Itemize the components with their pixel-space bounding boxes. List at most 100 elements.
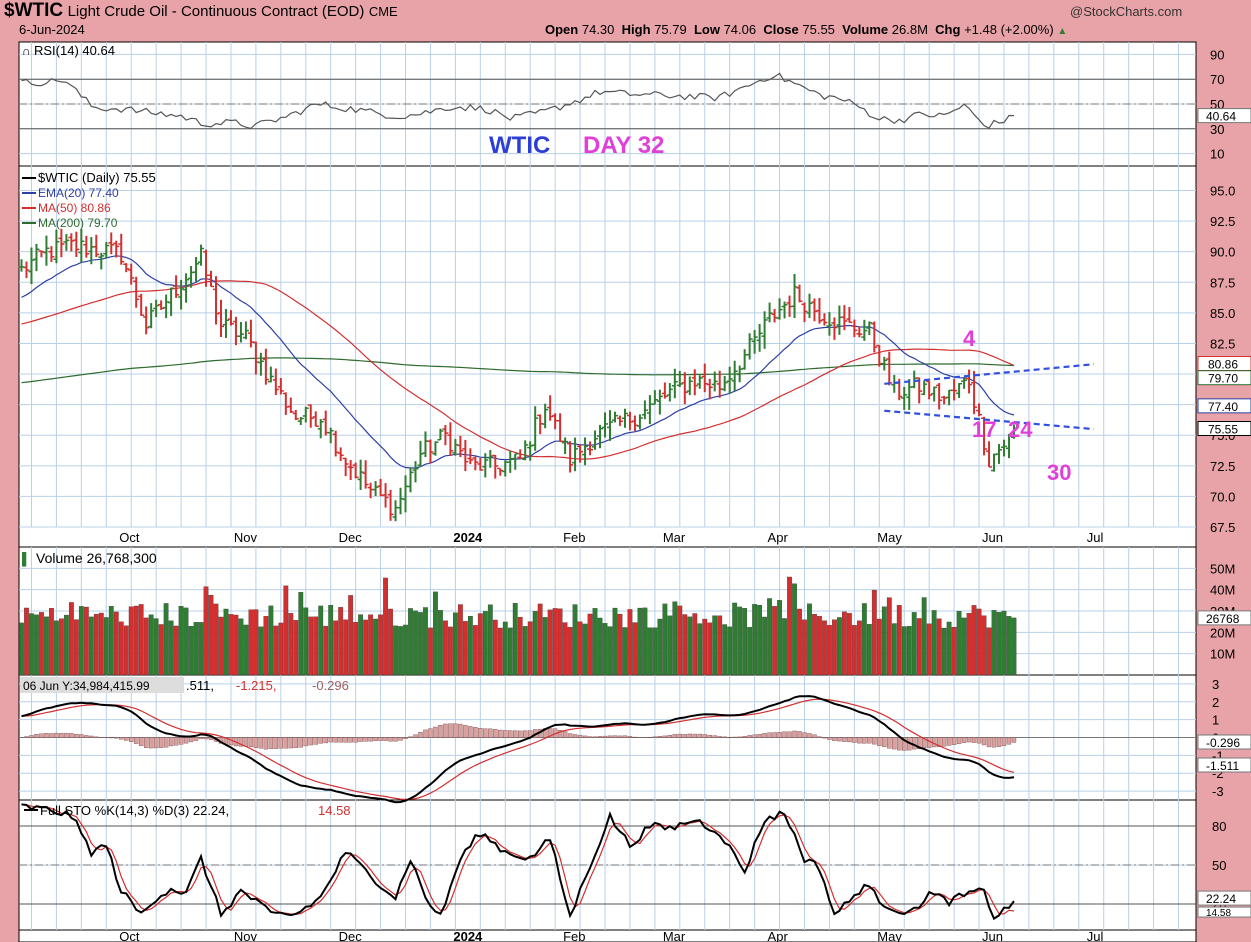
volume-bar	[487, 604, 493, 676]
open-value: 74.30	[581, 22, 615, 37]
macd-histogram-bar	[303, 737, 308, 747]
y-tick-label: 3	[1212, 677, 1219, 692]
y-tick-label: 90.0	[1210, 245, 1235, 260]
volume-bar	[822, 620, 827, 676]
volume-bar	[457, 604, 463, 676]
macd-histogram-bar	[318, 737, 323, 744]
price-bar	[971, 370, 978, 415]
macd-histogram-bar	[173, 737, 179, 746]
volume-bar	[428, 627, 433, 676]
macd-histogram-bar	[478, 728, 483, 738]
price-bar	[482, 453, 489, 478]
macd-histogram-bar	[423, 729, 428, 738]
price-bar	[297, 417, 304, 425]
macd-histogram-bar	[577, 735, 583, 738]
x-tick-label: 2024	[453, 929, 483, 942]
macd-histogram-bar	[243, 737, 249, 747]
price-bar	[641, 400, 648, 420]
macd-histogram-bar	[363, 737, 368, 742]
price-bar	[53, 229, 60, 264]
volume-bar	[178, 606, 184, 676]
price-bar	[1000, 439, 1007, 457]
macd-histogram-bar	[368, 737, 373, 742]
close-value: 75.55	[802, 22, 835, 37]
macd-histogram-bar	[198, 737, 204, 740]
macd-histogram-bar	[822, 737, 827, 739]
volume-bar	[682, 614, 688, 676]
volume-bar	[29, 613, 34, 676]
price-bar	[616, 415, 623, 426]
price-bar	[866, 321, 873, 336]
macd-histogram-bar	[114, 737, 119, 739]
price-bar	[23, 261, 30, 279]
macd-histogram-bar	[657, 736, 663, 738]
macd-histogram-bar	[338, 737, 343, 743]
macd-histogram-bar	[677, 733, 683, 738]
macd-histogram-bar	[44, 733, 49, 738]
volume-bar	[727, 626, 733, 676]
volume-bar	[832, 619, 837, 676]
macd-histogram-bar	[702, 734, 707, 738]
volume-bar	[532, 611, 538, 676]
volume-bar	[737, 606, 743, 676]
price-bar	[592, 430, 599, 450]
macd-hist-tag-label: -0.296	[1206, 736, 1240, 750]
macd-histogram-bar	[64, 732, 69, 738]
volume-bar	[557, 608, 563, 676]
volume-bar	[83, 606, 89, 676]
sto-title: Full STO %K(14,3) %D(3) 22.24,	[40, 803, 229, 818]
macd-histogram-bar	[787, 731, 792, 738]
volume-bar	[677, 605, 683, 676]
macd-histogram-bar	[523, 730, 528, 738]
price-bar	[651, 390, 658, 405]
macd-histogram-bar	[747, 735, 752, 738]
volume-bar	[707, 622, 713, 676]
macd-histogram-bar	[228, 737, 234, 746]
volume-bar	[901, 626, 907, 676]
volume-bar	[777, 600, 782, 676]
macd-histogram-bar	[458, 723, 463, 738]
macd-histogram-bar	[453, 723, 458, 738]
price-bar	[342, 457, 349, 477]
macd-histogram-bar	[508, 730, 513, 738]
volume-bar	[792, 583, 797, 676]
volume-bar	[961, 617, 967, 676]
legend-entry: MA(50) 80.86	[38, 201, 111, 215]
macd-histogram-bar	[961, 737, 967, 743]
price-bar	[542, 403, 549, 429]
macd-histogram-bar	[138, 737, 144, 746]
ma200-tag-label: 79.70	[1208, 372, 1238, 386]
price-bar	[826, 312, 833, 336]
volume-bar	[403, 624, 408, 676]
price-bar	[861, 319, 868, 341]
volume-bar	[492, 619, 498, 676]
macd-histogram-bar	[124, 737, 129, 741]
price-bar	[28, 247, 35, 285]
macd-histogram-bar	[158, 737, 164, 748]
volume-bar	[408, 608, 413, 676]
x-tick-label: May	[877, 530, 902, 545]
macd-histogram-bar	[892, 737, 897, 750]
close-label: Close	[763, 22, 799, 37]
price-bar	[257, 352, 264, 376]
macd-histogram-bar	[812, 734, 817, 738]
price-bar	[352, 462, 359, 479]
macd-histogram-bar	[712, 735, 717, 738]
macd-histogram-bar	[817, 736, 822, 738]
volume-bar	[183, 607, 189, 676]
volume-bar	[383, 577, 388, 676]
price-bar	[597, 424, 604, 449]
macd-histogram-bar	[79, 734, 84, 738]
volume-value: 26.8M	[891, 22, 928, 37]
volume-bar	[876, 618, 882, 676]
macd-histogram-bar	[153, 737, 159, 749]
macd-line-tag-label: -1.511	[1206, 759, 1239, 773]
price-bar	[562, 437, 569, 455]
volume-bar	[218, 616, 224, 676]
volume-bar	[712, 615, 718, 676]
ma200-line	[21, 357, 1015, 384]
volume-bar	[358, 614, 364, 676]
price-bar	[557, 413, 564, 443]
volume-bar	[497, 627, 503, 676]
